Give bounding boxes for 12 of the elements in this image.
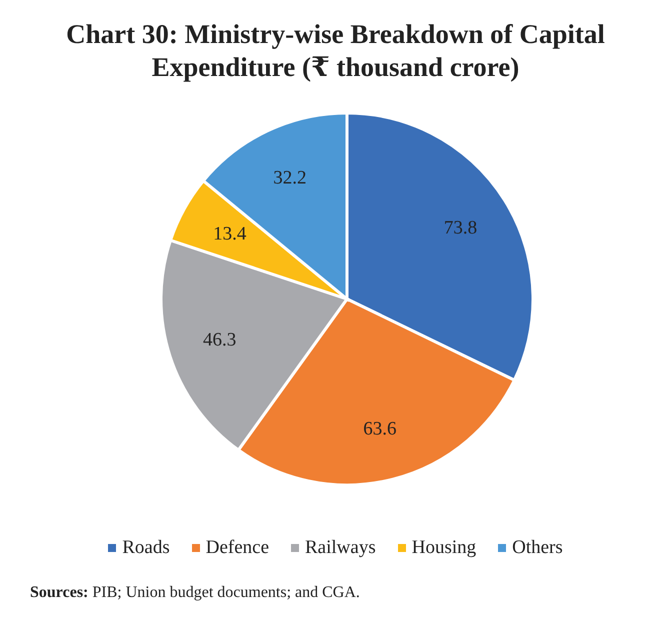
- legend-label: Railways: [305, 537, 376, 559]
- data-label: 46.3: [202, 330, 236, 351]
- data-label: 73.8: [444, 217, 478, 238]
- data-label: 13.4: [213, 224, 247, 245]
- legend-label: Roads: [122, 537, 170, 559]
- chart-title: Chart 30: Ministry-wise Breakdown of Capital Expenditure (₹ thousand crore): [65, 18, 606, 84]
- legend-label: Housing: [412, 537, 476, 559]
- data-label: 32.2: [273, 167, 306, 188]
- legend-label: Others: [512, 537, 563, 559]
- legend-label: Defence: [206, 537, 269, 559]
- source-note: Sources: PIB; Union budget documents; and CGA.: [30, 584, 360, 601]
- data-label: 63.6: [363, 418, 396, 440]
